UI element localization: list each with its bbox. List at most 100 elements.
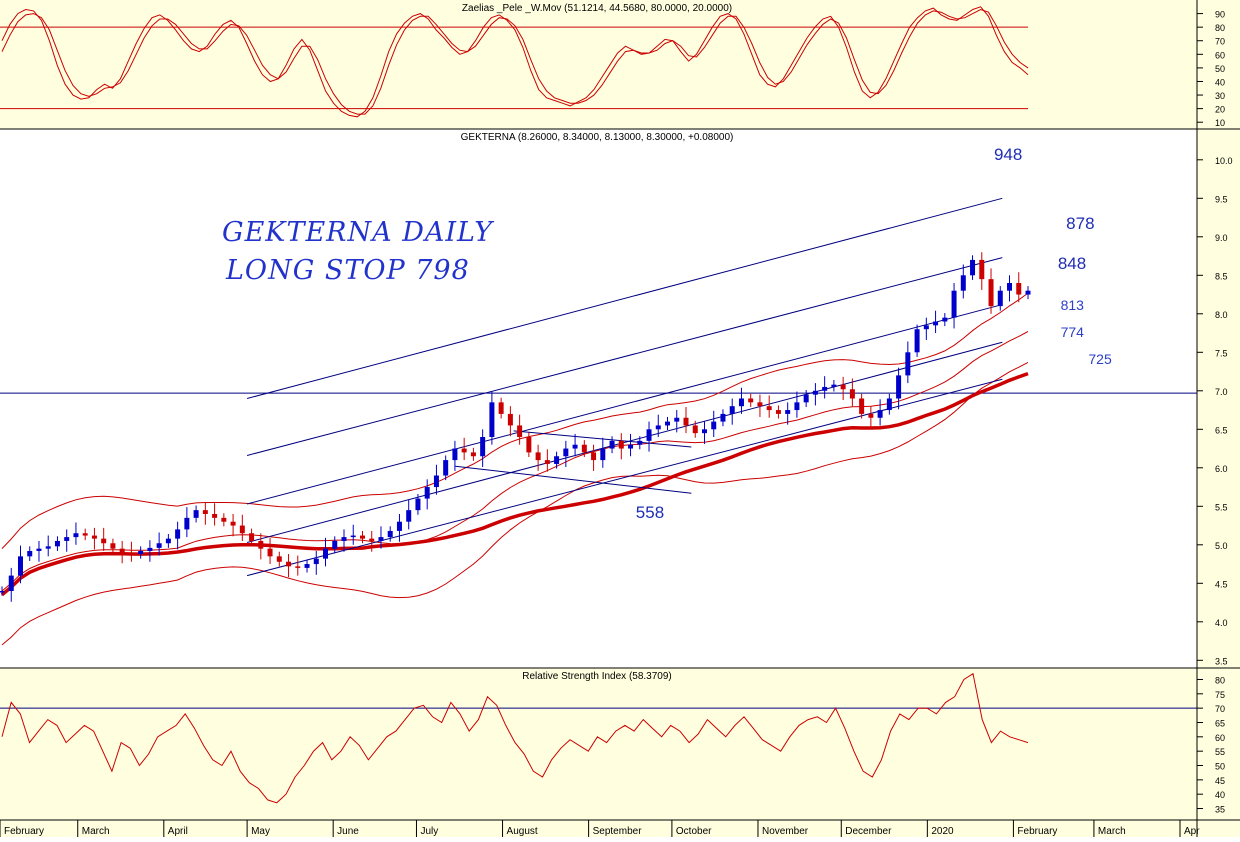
price-ytick-label: 5.0 xyxy=(1215,541,1228,551)
candle-body xyxy=(91,535,97,539)
stochastic-ytick-label: 10 xyxy=(1215,118,1225,128)
price-ytick-label: 9.5 xyxy=(1215,194,1228,204)
rsi-ytick-label: 60 xyxy=(1215,733,1225,743)
price-ytick-label: 3.5 xyxy=(1215,656,1228,666)
candle-body xyxy=(757,402,763,407)
candle-body xyxy=(0,591,5,593)
candle-body xyxy=(822,386,828,391)
note-title: GEKTERNA DAILY xyxy=(222,217,494,248)
candle-body xyxy=(64,537,70,541)
candle-body xyxy=(138,550,144,555)
stochastic-line-2 xyxy=(1,8,1029,115)
stochastic-panel-bg xyxy=(0,0,1197,129)
candle-body xyxy=(369,538,375,541)
rsi-title: Relative Strength Index (58.3709) xyxy=(522,671,672,682)
candle-body xyxy=(202,510,208,514)
stochastic-ytick-label: 70 xyxy=(1215,37,1225,47)
rsi-ytick-label: 75 xyxy=(1215,690,1225,700)
candle-body xyxy=(803,394,809,403)
candle-body xyxy=(73,533,79,538)
candle-body xyxy=(480,437,486,457)
month-label: November xyxy=(762,826,809,837)
candle-body xyxy=(110,543,116,549)
candle-body xyxy=(738,398,744,407)
candle-body xyxy=(17,556,23,576)
candle-body xyxy=(101,538,107,544)
candle-body xyxy=(609,440,615,449)
stochastic-ytick-label: 20 xyxy=(1215,105,1225,115)
month-label: February xyxy=(4,826,44,837)
candle-body xyxy=(951,290,957,318)
candle-body xyxy=(286,561,292,567)
candle-body xyxy=(729,406,735,414)
candle-body xyxy=(313,558,319,565)
month-label: August xyxy=(507,826,538,837)
candle-body xyxy=(396,521,402,531)
candle-body xyxy=(868,413,874,418)
candle-body xyxy=(119,548,125,553)
candle-body xyxy=(350,535,356,538)
price-annotation: 774 xyxy=(1061,324,1085,340)
candle-body xyxy=(674,417,680,422)
candle-body xyxy=(489,402,495,437)
candle-body xyxy=(600,448,606,461)
candle-body xyxy=(82,533,88,536)
candle-body xyxy=(997,290,1003,307)
candle-body xyxy=(960,275,966,291)
price-annotation: 725 xyxy=(1088,351,1112,367)
candle-body xyxy=(988,279,994,307)
candle-body xyxy=(877,410,883,418)
candle-body xyxy=(701,429,707,434)
stochastic-ytick-label: 90 xyxy=(1215,10,1225,20)
candle-body xyxy=(766,406,772,411)
price-ytick-label: 10.0 xyxy=(1215,156,1233,166)
candle-body xyxy=(36,548,42,551)
stochastic-ytick-label: 30 xyxy=(1215,91,1225,101)
rsi-line xyxy=(1,672,1029,804)
candle-body xyxy=(415,498,421,511)
candle-body xyxy=(720,413,726,422)
candle-body xyxy=(591,452,597,461)
long-moving-average xyxy=(0,371,1029,597)
candle-body xyxy=(323,548,329,559)
candle-body xyxy=(618,440,624,449)
candle-body xyxy=(165,538,171,544)
month-label: March xyxy=(82,826,110,837)
candle-body xyxy=(276,556,282,562)
candle-body xyxy=(923,325,929,330)
channel-line-4 xyxy=(246,341,1003,543)
price-ytick-label: 7.5 xyxy=(1215,348,1228,358)
x-axis-bg xyxy=(0,820,1240,837)
candle-body xyxy=(849,389,855,399)
candle-body xyxy=(1016,283,1022,295)
candle-body xyxy=(341,537,347,541)
month-label: April xyxy=(168,826,188,837)
candle-body xyxy=(239,525,245,534)
candle-body xyxy=(128,552,134,555)
month-label: September xyxy=(593,826,643,837)
price-panel-bg xyxy=(0,129,1197,668)
candle-body xyxy=(433,475,439,488)
candle-body xyxy=(406,510,412,522)
rsi-ytick-label: 55 xyxy=(1215,747,1225,757)
candle-body xyxy=(517,425,523,437)
candle-body xyxy=(628,444,634,449)
stochastic-ytick-label: 50 xyxy=(1215,64,1225,74)
rsi-ytick-label: 80 xyxy=(1215,675,1225,685)
note-stop: LONG STOP 798 xyxy=(225,255,470,286)
channel-line-1 xyxy=(246,197,1003,399)
price-ytick-label: 8.5 xyxy=(1215,271,1228,281)
candle-body xyxy=(258,540,264,549)
month-label: May xyxy=(251,826,270,837)
candle-body xyxy=(572,444,578,449)
candle-body xyxy=(581,444,587,453)
candle-body xyxy=(896,375,902,399)
candle-body xyxy=(45,546,51,549)
month-label: February xyxy=(1017,826,1057,837)
candle-body xyxy=(332,540,338,549)
price-annotation: 948 xyxy=(994,145,1022,164)
candle-body xyxy=(498,402,504,414)
candle-body xyxy=(184,517,190,530)
price-title: GEKTERNA (8.26000, 8.34000, 8.13000, 8.3… xyxy=(461,132,734,143)
